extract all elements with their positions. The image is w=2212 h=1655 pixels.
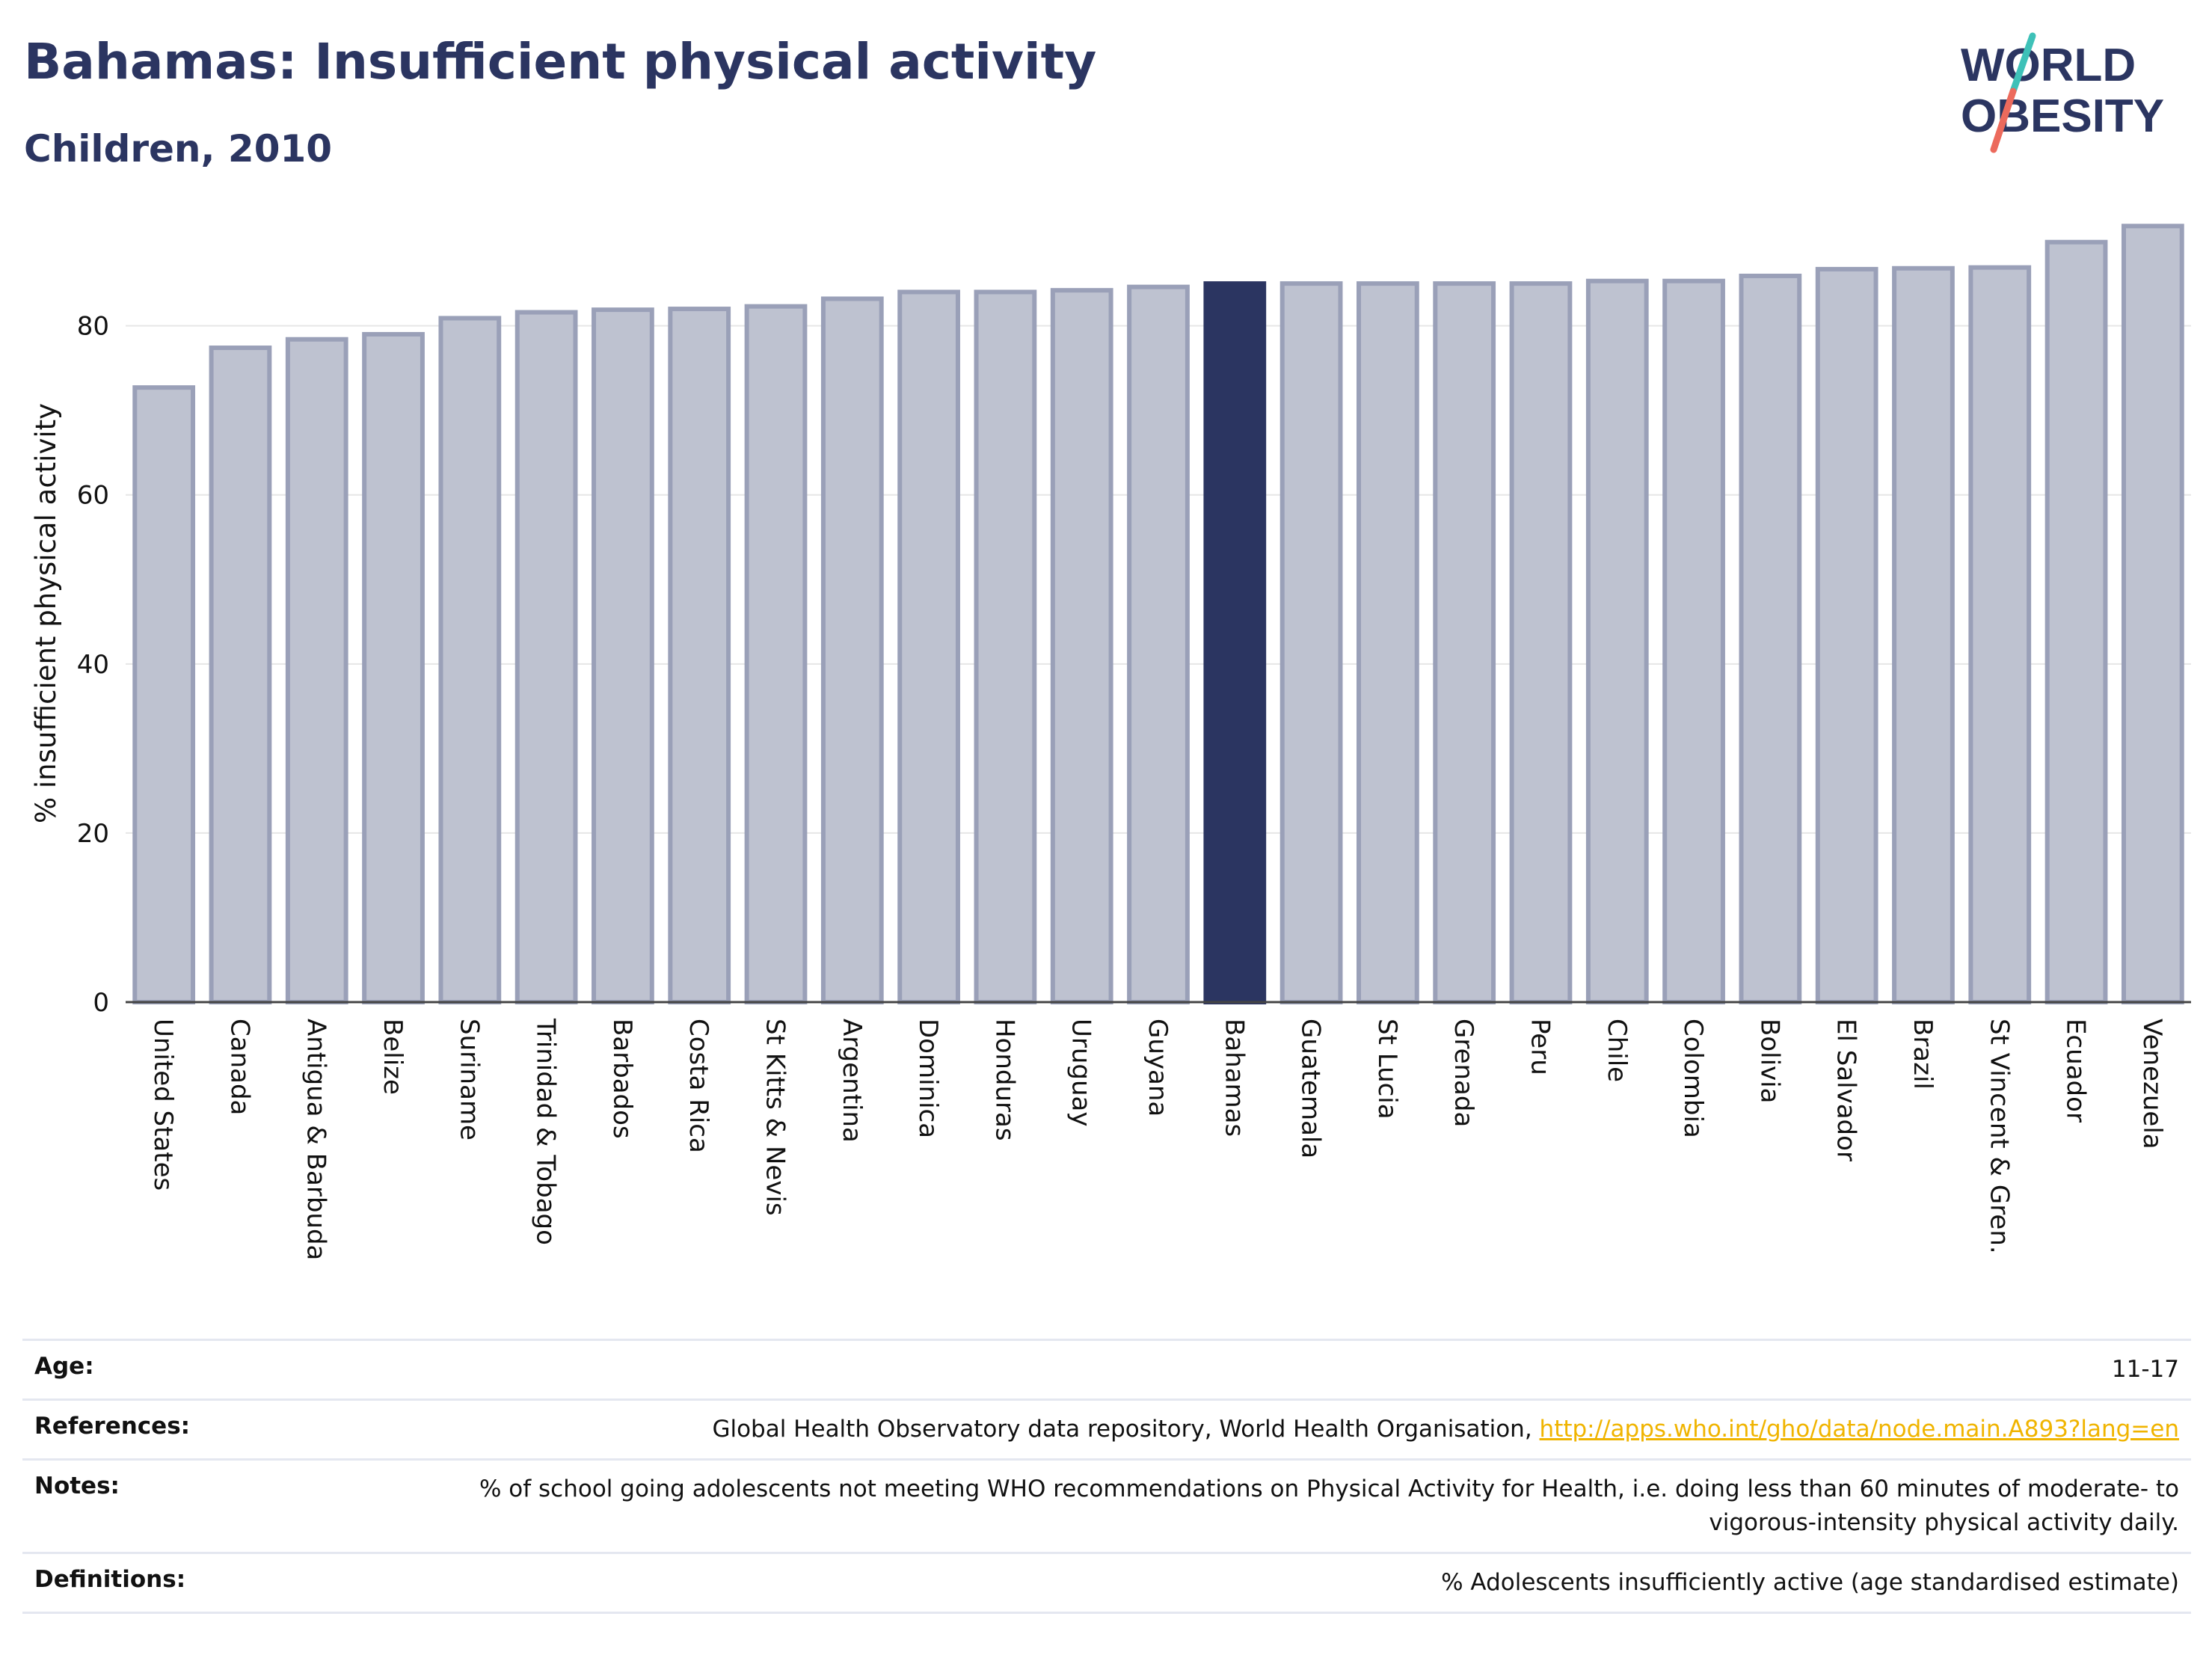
bar-grenada bbox=[1433, 281, 1496, 1004]
x-tick-label: Bahamas bbox=[1219, 1019, 1249, 1137]
references-value: Global Health Observatory data repositor… bbox=[712, 1413, 2179, 1446]
y-axis-label: % insufficient physical activity bbox=[30, 403, 62, 823]
info-table: Age: 11-17 References: Global Health Obs… bbox=[22, 1339, 2191, 1614]
definitions-value: % Adolescents insufficiently active (age… bbox=[1441, 1568, 2179, 1596]
info-row-age: Age: 11-17 bbox=[22, 1339, 2191, 1398]
chart-title: Bahamas: Insufficient physical activity bbox=[24, 33, 1097, 90]
y-tick-label: 0 bbox=[93, 988, 109, 1018]
notes-value: % of school going adolescents not meetin… bbox=[479, 1475, 2179, 1536]
logo-slash-teal bbox=[2009, 32, 2036, 95]
x-tick-label: Ecuador bbox=[2061, 1019, 2091, 1123]
references-label: References: bbox=[34, 1412, 191, 1440]
logo-slash-coral bbox=[1990, 87, 2017, 153]
bar-suriname bbox=[438, 316, 502, 1004]
bar-peru bbox=[1509, 281, 1573, 1004]
x-tick-label: Brazil bbox=[1908, 1019, 1938, 1090]
x-tick-label: St Kitts & Nevis bbox=[761, 1019, 790, 1216]
x-tick-label: Barbados bbox=[607, 1019, 637, 1139]
x-tick-label: Grenada bbox=[1448, 1019, 1478, 1127]
x-tick-label: Chile bbox=[1602, 1019, 1632, 1082]
notes-label: Notes: bbox=[34, 1472, 120, 1499]
x-tick-label: Colombia bbox=[1678, 1019, 1708, 1138]
bar-bolivia bbox=[1739, 273, 1802, 1004]
bar-brazil bbox=[1892, 265, 1955, 1005]
x-tick-label: Antigua & Barbuda bbox=[301, 1019, 331, 1260]
bar-dominica bbox=[897, 289, 960, 1005]
bar-trinidad-tobago bbox=[514, 310, 578, 1004]
y-tick-label: 80 bbox=[77, 312, 109, 342]
bars bbox=[132, 224, 2184, 1005]
info-row-notes: Notes: % of school going adolescents not… bbox=[22, 1458, 2191, 1552]
x-tick-label: Honduras bbox=[989, 1019, 1019, 1141]
references-text: Global Health Observatory data repositor… bbox=[712, 1415, 1532, 1443]
x-tick-label: St Vincent & Gren. bbox=[1984, 1019, 2014, 1254]
bar-canada bbox=[209, 346, 272, 1005]
y-tick-label: 40 bbox=[77, 650, 109, 680]
bar-argentina bbox=[820, 296, 884, 1004]
x-tick-label: Costa Rica bbox=[683, 1019, 713, 1153]
x-tick-label: Peru bbox=[1525, 1019, 1555, 1075]
bar-antigua-barbuda bbox=[285, 337, 348, 1004]
bar-st-lucia bbox=[1357, 281, 1419, 1004]
bar-belize bbox=[362, 331, 425, 1004]
bar-ecuador bbox=[2044, 239, 2108, 1004]
x-tick-label: United States bbox=[148, 1019, 178, 1191]
bar-guyana bbox=[1127, 284, 1190, 1004]
bar-colombia bbox=[1662, 278, 1725, 1004]
bar-guatemala bbox=[1279, 281, 1343, 1004]
age-label: Age: bbox=[34, 1353, 94, 1380]
bar-chile bbox=[1585, 278, 1649, 1004]
bar-st-kitts-nevis bbox=[744, 304, 808, 1004]
info-row-definitions: Definitions: % Adolescents insufficientl… bbox=[22, 1551, 2191, 1614]
x-tick-label: Guyana bbox=[1143, 1019, 1173, 1117]
bar-united-states bbox=[132, 385, 196, 1004]
age-value: 11-17 bbox=[2111, 1356, 2179, 1383]
y-tick-label: 60 bbox=[77, 481, 109, 511]
x-tick-label: Argentina bbox=[837, 1019, 867, 1143]
x-tick-label: Suriname bbox=[454, 1019, 484, 1140]
y-tick-label: 20 bbox=[77, 819, 109, 849]
info-row-references: References: Global Health Observatory da… bbox=[22, 1398, 2191, 1458]
logo-text-world: WORLD bbox=[1961, 40, 2136, 91]
chart-subtitle: Children, 2010 bbox=[24, 127, 333, 171]
bar-uruguay bbox=[1050, 288, 1113, 1005]
x-tick-label: El Salvador bbox=[1831, 1019, 1861, 1161]
x-tick-label: Uruguay bbox=[1066, 1019, 1096, 1127]
bar-barbados bbox=[592, 307, 654, 1005]
x-tick-label: Guatemala bbox=[1296, 1019, 1326, 1158]
references-link[interactable]: http://apps.who.int/gho/data/node.main.A… bbox=[1539, 1415, 2179, 1443]
bar-costa-rica bbox=[668, 307, 731, 1005]
x-tick-label: Belize bbox=[378, 1019, 408, 1095]
x-tick-label: Canada bbox=[224, 1019, 254, 1115]
x-tick-label: Trinidad & Tobago bbox=[531, 1018, 561, 1245]
bar-chart: 0 20 40 60 80 United States Canada Antigua & Ba… bbox=[30, 224, 2191, 1260]
bar-honduras bbox=[974, 289, 1037, 1005]
bar-el-salvador bbox=[1815, 266, 1878, 1005]
bar-bahamas bbox=[1203, 281, 1267, 1004]
logo-text-obesity: OBESITY bbox=[1961, 90, 2164, 142]
definitions-label: Definitions: bbox=[34, 1565, 186, 1593]
x-tick-label: St Lucia bbox=[1372, 1019, 1402, 1120]
bar-st-vincent-gren- bbox=[1968, 265, 2032, 1004]
x-tick-label: Dominica bbox=[913, 1019, 943, 1138]
bar-venezuela bbox=[2121, 224, 2184, 1004]
x-tick-label: Bolivia bbox=[1754, 1019, 1784, 1103]
world-obesity-logo: WORLD OBESITY bbox=[1961, 32, 2164, 153]
x-tick-label: Venezuela bbox=[2137, 1019, 2167, 1149]
axes: 0 20 40 60 80 United States Canada Antigua & Ba… bbox=[77, 312, 2191, 1260]
